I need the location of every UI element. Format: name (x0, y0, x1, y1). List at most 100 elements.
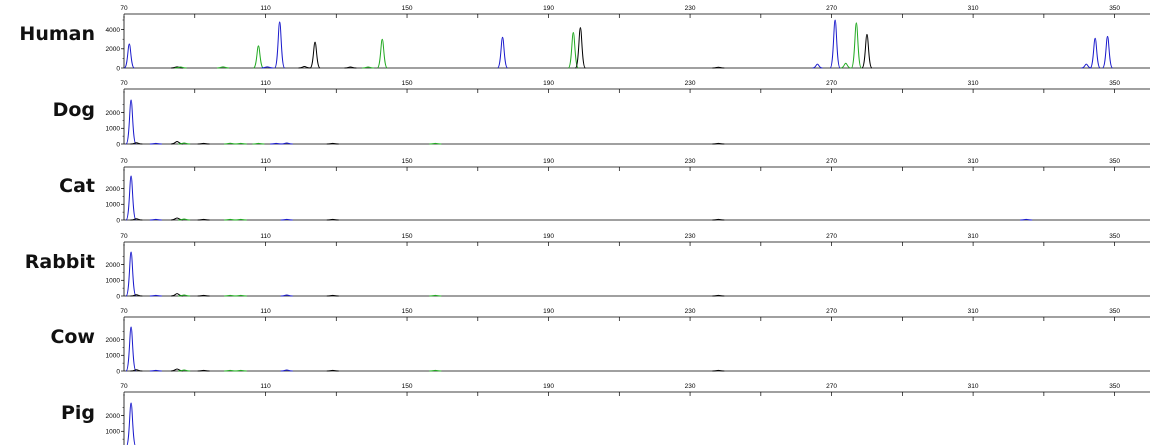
x-tick-label: 230 (685, 80, 696, 87)
x-tick-label: 350 (1109, 308, 1120, 315)
species-label: Cow (50, 326, 95, 348)
x-tick-label: 110 (260, 233, 271, 240)
peak-black (197, 294, 210, 297)
y-tick-label: 1000 (106, 126, 121, 133)
x-tick-label: 350 (1109, 383, 1120, 390)
peak-black (326, 142, 339, 145)
peak-green (178, 294, 191, 297)
peak-black (712, 294, 725, 297)
x-tick-label: 230 (685, 233, 696, 240)
peak-black (712, 369, 725, 372)
peak-green (429, 142, 442, 145)
peak-blue (125, 251, 137, 297)
x-tick-label: 190 (543, 80, 554, 87)
peak-green (224, 369, 237, 372)
y-tick-label: 1000 (106, 429, 121, 436)
y-tick-label: 0 (116, 368, 120, 375)
peak-blue (270, 142, 283, 145)
peak-blue (1102, 35, 1114, 69)
x-tick-label: 310 (968, 80, 979, 87)
species-label: Dog (53, 99, 95, 121)
x-tick-label: 350 (1109, 5, 1120, 12)
peak-black (130, 218, 143, 221)
y-tick-label: 2000 (106, 413, 121, 420)
x-tick-label: 150 (402, 158, 413, 165)
peak-green (234, 294, 247, 297)
panel-pig: Pig 70 110 150 190 230 270 310 350 1000 2000 (61, 383, 1150, 445)
peak-black (197, 369, 210, 372)
x-tick-label: 110 (260, 158, 271, 165)
x-tick-label: 70 (120, 308, 128, 315)
peak-green (234, 218, 247, 221)
x-tick-label: 150 (402, 233, 413, 240)
y-tick-label: 0 (116, 217, 120, 224)
x-tick-label: 70 (120, 383, 128, 390)
peak-black (574, 27, 586, 69)
peak-black (130, 142, 143, 145)
x-tick-label: 270 (826, 233, 837, 240)
peak-blue (280, 294, 293, 297)
peak-blue (1020, 218, 1033, 221)
y-tick-label: 2000 (106, 337, 121, 344)
peak-blue (280, 369, 293, 372)
peak-green (850, 22, 862, 69)
x-tick-label: 190 (543, 233, 554, 240)
y-tick-label: 0 (116, 65, 120, 72)
peak-green (840, 62, 851, 69)
peak-green (376, 38, 388, 69)
peak-green (252, 45, 264, 69)
peak-black (309, 41, 321, 69)
y-tick-label: 1000 (106, 202, 121, 209)
x-tick-label: 270 (826, 158, 837, 165)
peak-blue (274, 21, 286, 69)
x-tick-label: 70 (120, 233, 128, 240)
species-label: Pig (61, 402, 95, 424)
x-tick-label: 190 (543, 308, 554, 315)
peak-green (178, 369, 191, 372)
x-tick-label: 310 (968, 158, 979, 165)
peak-green (178, 142, 191, 145)
peak-green (234, 369, 247, 372)
y-tick-label: 4000 (106, 27, 121, 34)
x-tick-label: 110 (260, 5, 271, 12)
species-label: Human (19, 23, 95, 45)
peak-blue (149, 294, 162, 297)
x-tick-label: 350 (1109, 158, 1120, 165)
peak-blue (123, 43, 135, 69)
peak-green (429, 294, 442, 297)
peak-blue (125, 175, 137, 221)
y-tick-label: 1000 (106, 353, 121, 360)
y-tick-label: 0 (116, 293, 120, 300)
x-tick-label: 190 (543, 5, 554, 12)
peak-black (326, 218, 339, 221)
peak-blue (1081, 63, 1092, 69)
x-tick-label: 190 (543, 383, 554, 390)
panel-cat: Cat 70 110 150 190 230 270 310 350 0 1000 2000 (59, 158, 1150, 224)
peak-green (224, 294, 237, 297)
y-tick-label: 2000 (106, 110, 121, 117)
x-tick-label: 350 (1109, 80, 1120, 87)
peak-green (224, 142, 237, 145)
x-tick-label: 150 (402, 308, 413, 315)
y-tick-label: 2000 (106, 186, 121, 193)
peak-green (567, 31, 579, 69)
peak-green (362, 66, 375, 69)
x-tick-label: 270 (826, 80, 837, 87)
x-tick-label: 150 (402, 383, 413, 390)
peak-black (712, 66, 725, 69)
peak-blue (125, 326, 137, 372)
x-tick-label: 110 (260, 383, 271, 390)
x-tick-label: 310 (968, 233, 979, 240)
peak-green (174, 66, 187, 69)
y-tick-label: 1000 (106, 278, 121, 285)
x-tick-label: 190 (543, 158, 554, 165)
x-tick-label: 310 (968, 308, 979, 315)
peak-blue (125, 99, 137, 145)
peak-blue (497, 36, 509, 69)
peak-blue (126, 402, 136, 445)
panel-rabbit: Rabbit 70 110 150 190 230 270 310 350 0 1000 2000 (25, 233, 1150, 300)
x-tick-label: 310 (968, 5, 979, 12)
x-tick-label: 310 (968, 383, 979, 390)
x-tick-label: 230 (685, 308, 696, 315)
